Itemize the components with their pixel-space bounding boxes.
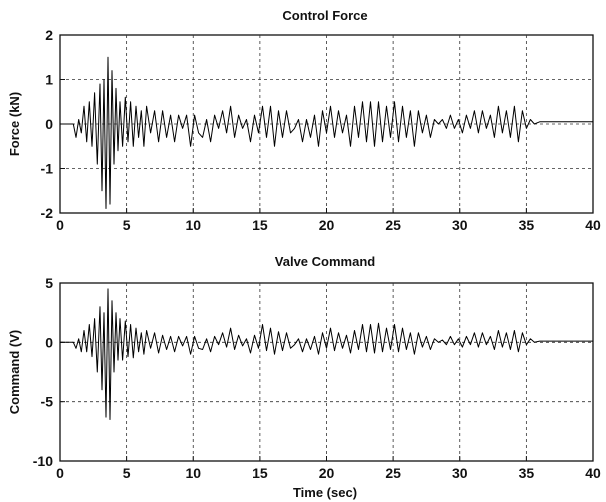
y-tick-label: -10 xyxy=(33,453,53,469)
y-tick-label: 2 xyxy=(45,27,53,43)
y-axis-ticks: -2 -1 0 1 2 xyxy=(41,27,65,221)
y-tick-label: -1 xyxy=(41,161,54,177)
x-tick-label: 25 xyxy=(385,465,401,481)
x-tick-label: 0 xyxy=(56,217,64,233)
series-line xyxy=(60,288,593,420)
x-tick-label: 40 xyxy=(585,465,601,481)
y-tick-label: -5 xyxy=(41,394,54,410)
x-tick-label: 10 xyxy=(185,217,201,233)
y-tick-label: -2 xyxy=(41,205,54,221)
chart-title: Valve Command xyxy=(275,254,375,269)
x-axis-label: Time (sec) xyxy=(293,485,357,500)
y-tick-label: 5 xyxy=(45,275,53,291)
x-axis-ticks: 0 5 10 15 20 25 30 35 40 xyxy=(56,208,601,233)
x-tick-label: 0 xyxy=(56,465,64,481)
force-trace xyxy=(60,56,593,209)
x-tick-label: 35 xyxy=(519,465,535,481)
control-force-panel: Control Force 0 5 10 15 20 25 30 35 40 -2 -1 0 1 2 F… xyxy=(7,8,601,233)
x-tick-label: 35 xyxy=(519,217,535,233)
valve-command-panel: Valve Command 0 5 10 15 20 25 30 35 40 -10 -5 0 5 C… xyxy=(7,254,601,500)
y-axis-label: Force (kN) xyxy=(7,92,22,156)
x-tick-label: 5 xyxy=(123,217,131,233)
y-tick-label: 0 xyxy=(45,116,53,132)
grid-lines xyxy=(60,283,593,461)
x-tick-label: 40 xyxy=(585,217,601,233)
y-tick-label: 0 xyxy=(45,334,53,350)
x-tick-label: 15 xyxy=(252,217,268,233)
series-line xyxy=(60,56,593,209)
command-trace xyxy=(60,288,593,420)
y-axis-ticks: -10 -5 0 5 xyxy=(33,275,65,469)
x-tick-label: 30 xyxy=(452,465,468,481)
y-axis-label: Command (V) xyxy=(7,330,22,415)
x-tick-label: 20 xyxy=(319,465,335,481)
x-tick-label: 15 xyxy=(252,465,268,481)
y-tick-label: 1 xyxy=(45,72,53,88)
chart-title: Control Force xyxy=(282,8,367,23)
x-tick-label: 20 xyxy=(319,217,335,233)
x-tick-label: 30 xyxy=(452,217,468,233)
x-axis-ticks: 0 5 10 15 20 25 30 35 40 xyxy=(56,456,601,481)
x-tick-label: 25 xyxy=(385,217,401,233)
x-tick-label: 10 xyxy=(185,465,201,481)
x-tick-label: 5 xyxy=(123,465,131,481)
